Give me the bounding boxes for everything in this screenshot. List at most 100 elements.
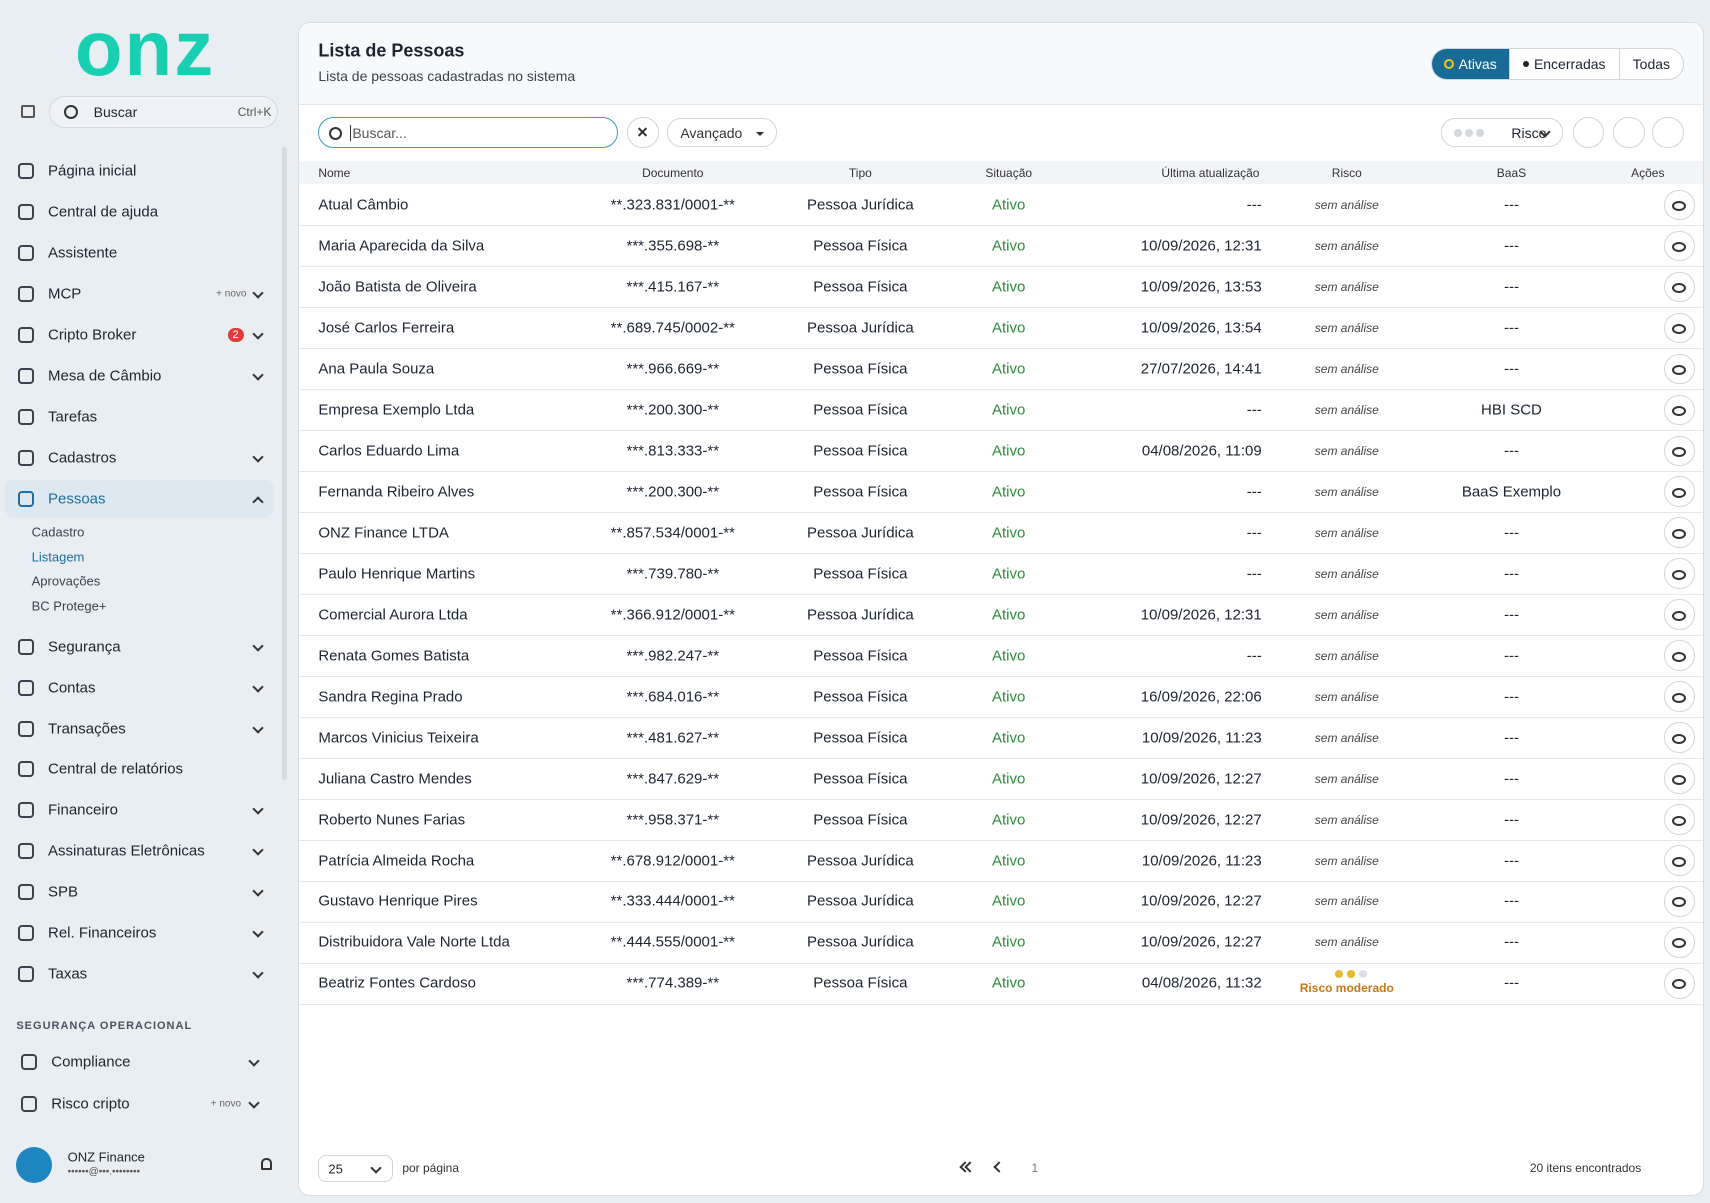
row-divider bbox=[298, 512, 1703, 514]
person-name[interactable]: ONZ Finance LTDA bbox=[318, 524, 449, 542]
view-button[interactable] bbox=[1664, 599, 1695, 630]
per-page-label: por página bbox=[402, 1160, 460, 1175]
view-button[interactable] bbox=[1664, 189, 1695, 221]
nav-item[interactable]: Cripto Broker bbox=[47, 326, 137, 344]
eye-icon bbox=[1672, 774, 1687, 785]
row-divider bbox=[298, 266, 1703, 268]
view-button[interactable] bbox=[1664, 845, 1695, 876]
view-button[interactable] bbox=[1664, 763, 1695, 794]
nav-item[interactable]: Cadastros bbox=[47, 449, 117, 467]
toolbar-icon-button[interactable] bbox=[1612, 116, 1645, 149]
table-cell: Ativo bbox=[992, 852, 1026, 869]
view-button[interactable] bbox=[1664, 230, 1695, 262]
nav-item[interactable]: Central de ajuda bbox=[47, 203, 159, 221]
risk-dot bbox=[1475, 128, 1484, 137]
nav-item[interactable]: Financeiro bbox=[47, 801, 119, 819]
view-button[interactable] bbox=[1664, 558, 1695, 589]
view-button[interactable] bbox=[1664, 886, 1695, 917]
view-button[interactable] bbox=[1664, 312, 1695, 344]
nav-subitem[interactable]: Listagem bbox=[31, 549, 85, 565]
person-name[interactable]: Distribuidora Vale Norte Ltda bbox=[318, 933, 510, 951]
result-count: 20 itens encontrados bbox=[1529, 1160, 1642, 1175]
table-cell: --- bbox=[1246, 565, 1262, 583]
table-cell: 10/09/2026, 13:54 bbox=[1140, 319, 1262, 337]
person-name[interactable]: Sandra Regina Prado bbox=[318, 688, 463, 706]
nav-item[interactable]: Central de relatórios bbox=[47, 760, 184, 778]
view-button[interactable] bbox=[1664, 271, 1695, 303]
nav-item[interactable]: Segurança bbox=[47, 638, 121, 656]
view-button[interactable] bbox=[1664, 435, 1695, 467]
bell-icon[interactable] bbox=[260, 1158, 272, 1171]
nav-item[interactable]: Contas bbox=[47, 679, 96, 697]
person-name[interactable]: Fernanda Ribeiro Alves bbox=[318, 483, 475, 501]
nav-subitem[interactable]: Aprovações bbox=[31, 573, 101, 589]
table-cell: sem análise bbox=[1314, 853, 1379, 868]
chevron-icon bbox=[252, 967, 265, 979]
person-name[interactable]: Empresa Exemplo Ltda bbox=[318, 401, 475, 419]
nav-item[interactable]: MCP bbox=[47, 285, 82, 303]
nav-item[interactable]: Assinaturas Eletrônicas bbox=[47, 842, 205, 860]
table-cell: ***.739.780-** bbox=[626, 565, 720, 583]
nav-item[interactable]: Página inicial bbox=[47, 162, 137, 180]
nav-item[interactable]: Tarefas bbox=[47, 408, 98, 426]
toolbar-icon-button[interactable] bbox=[1652, 116, 1684, 149]
table-cell: Pessoa Física bbox=[813, 278, 908, 296]
view-button[interactable] bbox=[1664, 681, 1695, 712]
chevron-icon bbox=[993, 1161, 1005, 1173]
person-name[interactable]: Marcos Vinicius Teixeira bbox=[318, 729, 479, 747]
table-cell: Pessoa Física bbox=[813, 729, 908, 747]
person-name[interactable]: Beatriz Fontes Cardoso bbox=[318, 974, 476, 992]
nav-item[interactable]: Compliance bbox=[51, 1053, 131, 1071]
advanced-button[interactable]: Avançado bbox=[667, 117, 778, 148]
person-name[interactable]: José Carlos Ferreira bbox=[318, 319, 455, 337]
page-size-select[interactable]: 25 bbox=[318, 1154, 393, 1183]
nav-subitem[interactable]: Cadastro bbox=[31, 524, 85, 540]
toolbar-icon-button[interactable] bbox=[1572, 116, 1605, 149]
person-name[interactable]: Paulo Henrique Martins bbox=[318, 565, 476, 583]
person-name[interactable]: Renata Gomes Batista bbox=[318, 647, 470, 665]
nav-item[interactable]: Mesa de Câmbio bbox=[47, 367, 162, 385]
view-button[interactable] bbox=[1664, 353, 1695, 385]
status-tab[interactable]: Encerradas bbox=[1508, 48, 1619, 79]
person-name[interactable]: Ana Paula Souza bbox=[318, 360, 435, 378]
view-button[interactable] bbox=[1664, 722, 1695, 753]
page-number[interactable]: 1 bbox=[1031, 1160, 1039, 1175]
risk-filter-button[interactable]: Risco bbox=[1440, 117, 1563, 148]
nav-item[interactable]: Pessoas bbox=[47, 490, 106, 508]
nav-item[interactable]: Transações bbox=[47, 720, 126, 738]
person-name[interactable]: Comercial Aurora Ltda bbox=[318, 606, 468, 624]
nav-item[interactable]: Risco cripto bbox=[51, 1095, 130, 1113]
person-name[interactable]: Maria Aparecida da Silva bbox=[318, 237, 485, 255]
table-cell: **.689.745/0002-** bbox=[610, 319, 735, 337]
view-button[interactable] bbox=[1664, 517, 1695, 548]
table-cell: Ativo bbox=[992, 524, 1026, 542]
person-name[interactable]: Roberto Nunes Farias bbox=[318, 811, 466, 829]
view-button[interactable] bbox=[1664, 476, 1695, 507]
status-tab[interactable]: Ativas bbox=[1431, 48, 1509, 79]
view-button[interactable] bbox=[1664, 640, 1695, 671]
person-name[interactable]: Carlos Eduardo Lima bbox=[318, 442, 460, 460]
nav-item[interactable]: SPB bbox=[47, 883, 78, 901]
view-button[interactable] bbox=[1664, 968, 1695, 999]
risk-level-dot bbox=[1346, 970, 1355, 979]
view-button[interactable] bbox=[1664, 804, 1695, 835]
nav-item[interactable]: Taxas bbox=[47, 965, 88, 983]
view-button[interactable] bbox=[1664, 927, 1695, 958]
person-name[interactable]: Juliana Castro Mendes bbox=[318, 770, 472, 788]
person-name[interactable]: Atual Câmbio bbox=[318, 196, 409, 214]
status-tab[interactable]: Todas bbox=[1618, 48, 1683, 79]
view-button[interactable] bbox=[1664, 394, 1695, 426]
nav-item[interactable]: Rel. Financeiros bbox=[47, 924, 157, 942]
sidebar-search[interactable]: Buscar Ctrl+K bbox=[49, 95, 279, 128]
person-name[interactable]: João Batista de Oliveira bbox=[318, 278, 477, 296]
risk-level-dot bbox=[1358, 970, 1367, 979]
nav-subitem[interactable]: BC Protege+ bbox=[31, 598, 107, 613]
clear-button[interactable] bbox=[626, 116, 659, 149]
nav-item[interactable]: Assistente bbox=[47, 244, 118, 262]
person-name[interactable]: Gustavo Henrique Pires bbox=[318, 892, 478, 910]
search-input[interactable]: Buscar... bbox=[318, 116, 619, 149]
chevron-icon bbox=[252, 885, 265, 897]
person-name[interactable]: Patrícia Almeida Rocha bbox=[318, 852, 475, 869]
table-cell: --- bbox=[1503, 237, 1519, 255]
sidebar-toggle[interactable] bbox=[20, 104, 35, 118]
